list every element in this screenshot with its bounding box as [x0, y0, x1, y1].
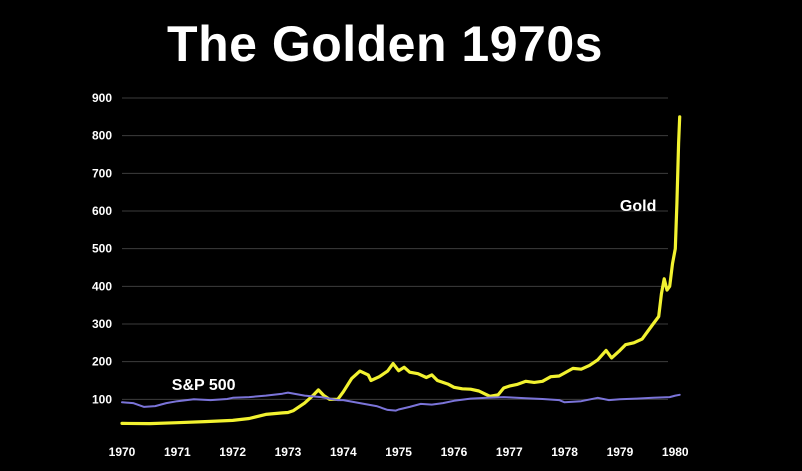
- x-tick-label-1976: 1976: [441, 445, 468, 459]
- y-tick-label-600: 600: [92, 204, 112, 218]
- x-tick-label-1978: 1978: [551, 445, 578, 459]
- x-tick-label-1977: 1977: [496, 445, 523, 459]
- x-tick-label-1971: 1971: [164, 445, 191, 459]
- y-tick-label-500: 500: [92, 242, 112, 256]
- y-tick-label-900: 900: [92, 91, 112, 105]
- y-tick-label-800: 800: [92, 129, 112, 143]
- chart-title: The Golden 1970s: [167, 16, 603, 72]
- series-line-gold: [120, 115, 682, 426]
- x-tick-label-1974: 1974: [330, 445, 357, 459]
- x-tick-label-1979: 1979: [607, 445, 634, 459]
- y-tick-label-300: 300: [92, 317, 112, 331]
- y-tick-label-100: 100: [92, 392, 112, 406]
- x-tick-label-1972: 1972: [219, 445, 246, 459]
- series-label-gold: Gold: [620, 198, 656, 215]
- x-tick-label-1973: 1973: [275, 445, 302, 459]
- x-tick-label-1970: 1970: [109, 445, 136, 459]
- x-tick-label-1980: 1980: [662, 445, 689, 459]
- y-tick-label-700: 700: [92, 166, 112, 180]
- y-tick-label-200: 200: [92, 355, 112, 369]
- series-label-s-p-500: S&P 500: [172, 377, 236, 394]
- y-tick-label-400: 400: [92, 279, 112, 293]
- series-line-s-p-500: [121, 391, 681, 412]
- x-tick-label-1975: 1975: [385, 445, 412, 459]
